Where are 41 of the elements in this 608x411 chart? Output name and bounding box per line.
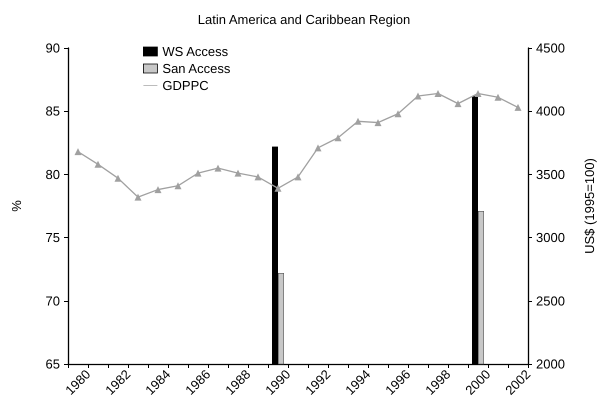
point <box>234 170 242 177</box>
point <box>454 100 462 108</box>
y2-tick-label: 3000 <box>536 230 565 246</box>
point <box>514 104 522 111</box>
y2-tick-label: 2000 <box>536 356 565 372</box>
y2-axis-title: US$ (1995=100) <box>582 158 597 254</box>
y-tick-label: 70 <box>46 293 60 308</box>
legend-label: GDPPC <box>162 78 209 93</box>
y-tick-label: 80 <box>46 166 60 182</box>
y2-tick-label: 4000 <box>536 104 565 119</box>
y2-tick-label: 2500 <box>536 293 565 308</box>
point <box>94 160 102 168</box>
y-tick-label: 85 <box>46 104 60 119</box>
point <box>434 90 442 98</box>
point <box>194 170 202 177</box>
point <box>114 174 122 182</box>
point <box>134 194 142 201</box>
point <box>214 164 222 172</box>
point <box>494 94 502 101</box>
legend-label: WS Access <box>162 44 229 59</box>
point <box>474 90 482 98</box>
chart-title: Latin America and Caribbean Region <box>198 12 410 27</box>
point <box>314 144 322 152</box>
point <box>374 119 382 126</box>
point <box>334 134 342 142</box>
legend-label: San Access <box>162 61 231 76</box>
y-tick-label: 65 <box>46 356 60 372</box>
point <box>294 173 302 180</box>
point <box>274 184 282 192</box>
point <box>414 92 422 100</box>
y-tick-label: 75 <box>46 230 60 246</box>
y2-tick-label: 3500 <box>536 166 565 182</box>
y2-tick-label: 4500 <box>536 40 565 56</box>
point <box>174 182 182 190</box>
y-tick-label: 90 <box>46 40 60 56</box>
point <box>74 148 82 156</box>
point <box>154 186 162 194</box>
point <box>394 110 402 118</box>
point <box>354 118 362 125</box>
y-axis-title: % <box>9 200 24 212</box>
point <box>254 173 262 180</box>
